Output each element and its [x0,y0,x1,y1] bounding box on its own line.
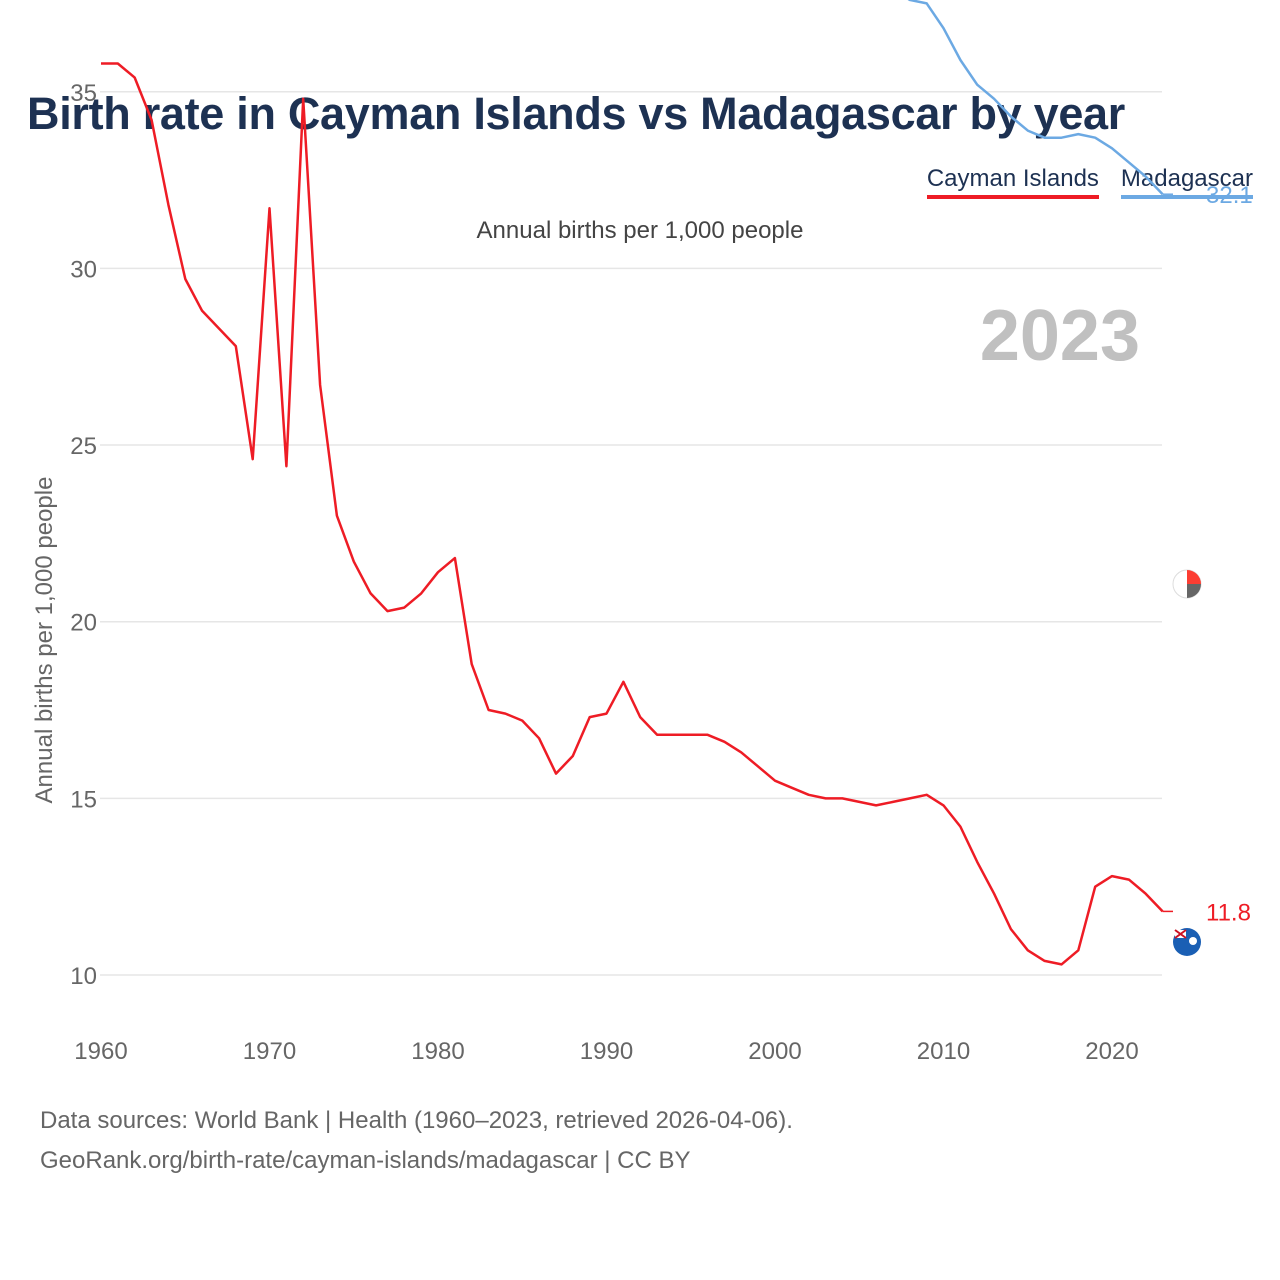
y-tick-label: 20 [70,610,97,637]
y-tick-label: 10 [70,963,97,990]
y-tick-label: 15 [70,786,97,813]
madagascar-flag-icon [1172,569,1202,599]
footer-link[interactable]: GeoRank.org/birth-rate/cayman-islands/ma… [40,1147,691,1174]
series-line-madagascar [907,0,1164,196]
end-labels: 11.8 32.1 [1206,182,1253,926]
cayman-islands-flag-icon [1173,928,1201,956]
legend-item-madagascar[interactable]: Madagascar [1120,165,1253,199]
x-axis-ticks: 1960 1970 1980 1990 2000 2010 2020 [74,1038,1138,1065]
footer-sources: Data sources: World Bank | Health (1960–… [40,1107,793,1134]
x-tick-label: 2000 [748,1038,801,1065]
x-tick-label: 1980 [411,1038,464,1065]
chart-subtitle: Annual births per 1,000 people [476,217,804,244]
y-tick-label: 35 [70,80,97,107]
y-tick-label: 30 [70,256,97,283]
legend: Cayman Islands Madagascar [926,165,1253,199]
year-watermark: 2023 [980,296,1140,376]
y-axis-ticks: 1015202530354045 [70,80,97,990]
x-tick-label: 1990 [580,1038,633,1065]
grid [100,91,1162,976]
x-tick-label: 2010 [917,1038,970,1065]
legend-item-cayman-islands[interactable]: Cayman Islands [926,165,1099,199]
x-tick-label: 1970 [243,1038,296,1065]
y-tick-label: 25 [70,433,97,460]
series-line-cayman-islands [101,62,1164,966]
end-label-madagascar: 32.1 [1206,182,1253,209]
y-axis-label: Annual births per 1,000 people [31,477,58,804]
chart-title: Birth rate in Cayman Islands vs Madagasc… [27,88,1125,139]
end-label-cayman-islands: 11.8 [1206,899,1251,926]
series [101,0,1173,966]
x-tick-label: 1960 [74,1038,127,1065]
end-markers [1172,569,1202,956]
x-tick-label: 2020 [1085,1038,1138,1065]
